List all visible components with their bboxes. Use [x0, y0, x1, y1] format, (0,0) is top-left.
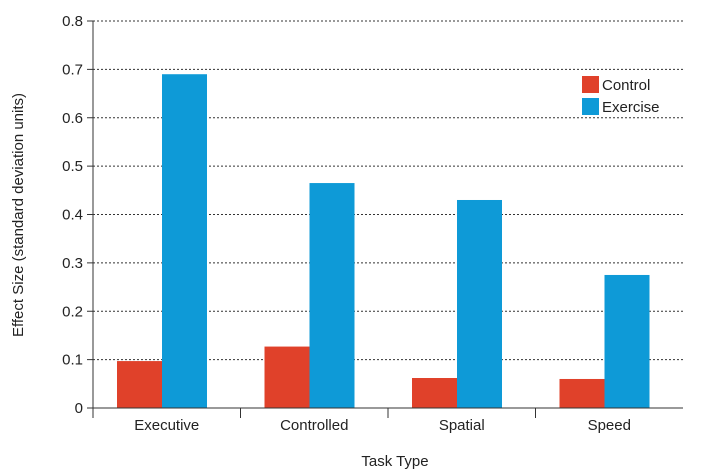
legend: Control Exercise	[582, 76, 660, 116]
bar-exercise-spatial	[457, 199, 502, 408]
x-tick-label: Executive	[134, 417, 199, 434]
y-tick-label: 0.2	[62, 303, 83, 320]
bar-exercise-executive	[162, 74, 207, 409]
y-tick-label: 0.7	[62, 61, 83, 78]
y-tick-label: 0.6	[62, 110, 83, 127]
y-tick-label: 0.5	[62, 158, 83, 175]
x-tick-label: Spatial	[439, 417, 485, 434]
x-axis-label: Task Type	[361, 453, 428, 470]
y-tick-label: 0	[75, 400, 83, 417]
y-tick-label: 0.3	[62, 255, 83, 272]
x-tick-label: Speed	[588, 417, 631, 434]
legend-swatch-control	[582, 76, 599, 93]
y-axis-label: Effect Size (standard deviation units)	[10, 93, 27, 337]
bar-control-speed	[559, 378, 605, 408]
legend-swatch-exercise	[582, 98, 599, 115]
bar-control-executive	[117, 361, 162, 408]
legend-label-exercise: Exercise	[602, 99, 660, 116]
legend-label-control: Control	[602, 77, 650, 94]
y-tick-label: 0.1	[62, 352, 83, 369]
y-tick-label: 0.8	[62, 13, 83, 30]
tick-labels: 0 0.1 0.2 0.3 0.4 0.5 0.6 0.7 0.8 Executive Contro…	[62, 13, 631, 434]
bar-control-controlled	[264, 346, 310, 408]
bars	[117, 74, 650, 409]
x-tick-label: Controlled	[280, 417, 348, 434]
axes	[87, 20, 683, 418]
bar-exercise-speed	[604, 274, 650, 408]
y-tick-label: 0.4	[62, 207, 83, 224]
bar-control-spatial	[412, 378, 457, 408]
bar-exercise-controlled	[309, 183, 355, 408]
